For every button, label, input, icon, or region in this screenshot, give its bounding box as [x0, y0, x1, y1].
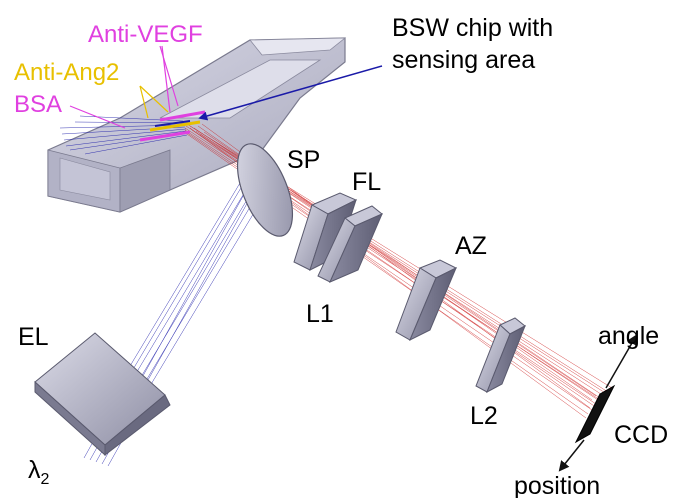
chip-holder [47, 37, 347, 213]
label-angle: angle [598, 322, 659, 350]
label-l2: L2 [470, 402, 498, 430]
label-az: AZ [455, 232, 487, 260]
label-lambda-subscript: 2 [41, 471, 50, 488]
label-ccd: CCD [614, 421, 668, 449]
position-arrow [558, 439, 585, 472]
label-sp: SP [287, 146, 320, 174]
label-l1: L1 [306, 300, 334, 328]
ccd-sensor [574, 384, 616, 444]
label-pointers [69, 45, 383, 129]
label-position: position [514, 472, 600, 498]
label-lambda: λ2 [28, 456, 50, 488]
lens-l1 [317, 205, 383, 283]
sensing-spots [139, 110, 206, 142]
label-fl: FL [352, 168, 381, 196]
label-el: EL [18, 323, 49, 351]
angle-arrow [605, 334, 638, 389]
analyzer-az [395, 259, 458, 342]
sp-mirror [236, 143, 294, 237]
label-chip-line2: sensing area [392, 46, 535, 74]
label-anti-ang2: Anti-Ang2 [14, 59, 119, 86]
lens-fl [293, 192, 358, 271]
label-anti-vegf: Anti-VEGF [88, 21, 203, 48]
label-bsa: BSA [14, 91, 62, 118]
element-el [34, 332, 171, 457]
label-chip-line1: BSW chip with [392, 14, 553, 42]
lens-l2 [475, 317, 526, 394]
